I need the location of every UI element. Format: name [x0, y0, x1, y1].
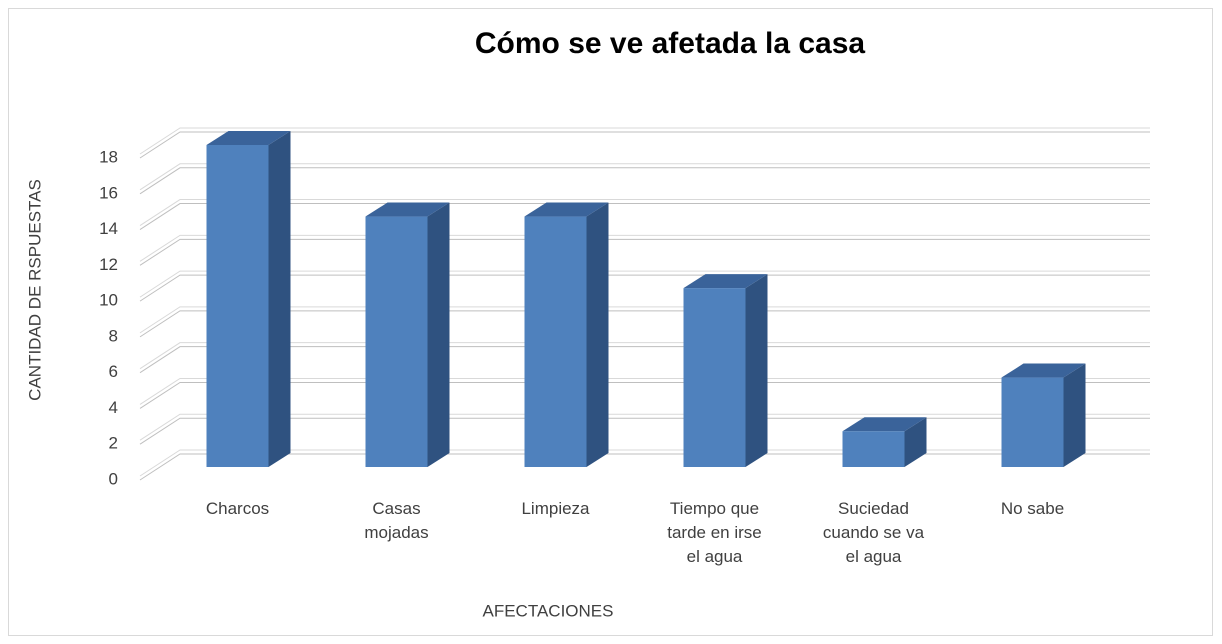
y-tick-label: 18	[99, 147, 118, 166]
y-tick-label: 6	[109, 362, 118, 381]
grid-line	[139, 167, 1150, 195]
y-axis-title: CANTIDAD DE RSPUESTAS	[25, 179, 44, 401]
grid-line	[139, 163, 1150, 191]
grid-line	[139, 306, 1150, 334]
grid-line	[139, 449, 1150, 477]
y-tick-label: 16	[99, 183, 118, 202]
x-tick-label: Suciedad cuando se va el agua	[822, 499, 925, 566]
bar-top	[524, 202, 609, 217]
y-tick-label: 10	[99, 291, 118, 310]
x-tick-label: Charcos	[205, 499, 270, 518]
x-tick-label: Limpieza	[521, 499, 590, 518]
chart-title: Cómo se ve afetada la casa	[475, 27, 866, 60]
grid-line	[139, 453, 1150, 481]
x-axis-title: AFECTACIONES	[483, 601, 614, 620]
y-tick-label: 8	[109, 326, 118, 345]
bar-side	[268, 131, 291, 467]
grid-line	[139, 203, 1150, 230]
bar-side	[1063, 363, 1086, 467]
x-tick-label: Tiempo que tarde en irse el agua	[667, 499, 762, 566]
bar-top	[206, 131, 291, 145]
bar-side	[745, 274, 768, 467]
x-tick-label: No sabe	[1000, 499, 1065, 518]
grid-line	[139, 270, 1150, 298]
grid-line	[139, 346, 1150, 374]
grid-line	[139, 131, 1150, 159]
grid-line	[139, 377, 1150, 405]
bar	[1001, 377, 1064, 467]
y-tick-label: 4	[109, 398, 118, 417]
bar	[683, 288, 746, 467]
grid-line	[139, 199, 1150, 226]
bar-side	[904, 417, 927, 467]
grid-line	[139, 234, 1150, 262]
chart-frame	[8, 8, 1213, 636]
grid-line	[139, 238, 1150, 266]
bar	[524, 216, 587, 467]
bar-top	[842, 417, 927, 432]
grid-line	[139, 381, 1150, 409]
grid-line	[139, 127, 1150, 155]
grid-line	[139, 310, 1150, 338]
y-tick-label: 0	[109, 469, 118, 488]
bar-side	[586, 202, 609, 468]
y-tick-label: 12	[99, 255, 118, 274]
bar	[206, 145, 269, 467]
bar-top	[683, 274, 768, 289]
grid-line	[139, 274, 1150, 302]
bar-top	[365, 202, 450, 217]
grid-line	[139, 417, 1150, 445]
y-tick-label: 2	[109, 434, 118, 453]
x-tick-label: Casas mojadas	[364, 499, 429, 542]
grid-line	[139, 342, 1150, 370]
bar-top	[1001, 363, 1086, 378]
bar	[365, 216, 428, 467]
bar	[842, 431, 905, 467]
y-tick-label: 14	[99, 219, 118, 238]
bar-side	[427, 202, 450, 468]
grid-line	[139, 413, 1150, 441]
